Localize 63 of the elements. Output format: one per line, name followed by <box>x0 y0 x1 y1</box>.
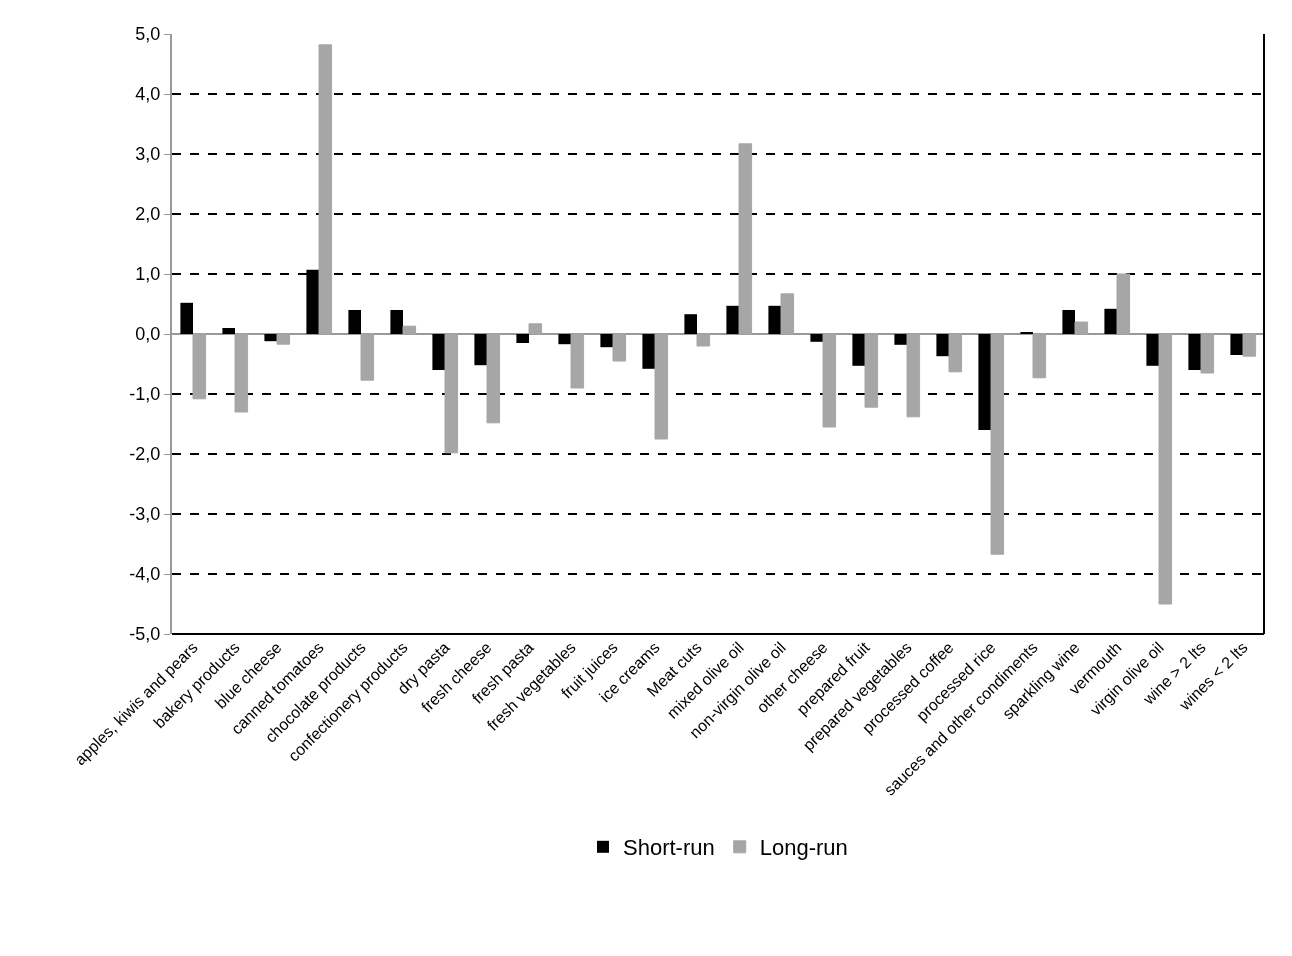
bar <box>402 325 417 335</box>
y-tick-label: 0,0 <box>135 324 161 345</box>
bar <box>726 305 739 334</box>
bar <box>516 334 529 343</box>
bar <box>444 333 459 454</box>
bar <box>1032 333 1047 379</box>
bar <box>948 333 963 373</box>
bar <box>276 333 291 345</box>
bar <box>1242 333 1257 357</box>
bar <box>180 302 193 334</box>
bar <box>318 44 333 335</box>
bar <box>768 305 781 334</box>
bar <box>852 334 865 366</box>
bar <box>1188 334 1201 370</box>
bar <box>864 333 879 408</box>
bar <box>486 333 501 424</box>
bar <box>348 310 361 334</box>
y-tick-label: 5,0 <box>135 24 161 45</box>
bar <box>642 334 655 369</box>
legend-label: Long-run <box>759 835 848 861</box>
bar <box>432 334 445 370</box>
y-tick-label: -2,0 <box>129 444 161 465</box>
bar <box>1104 308 1117 334</box>
y-tick-label: -4,0 <box>129 564 161 585</box>
bar <box>810 334 823 342</box>
bar <box>390 310 403 334</box>
bar <box>654 333 669 440</box>
bar <box>1230 334 1243 355</box>
y-tick-label: 4,0 <box>135 84 161 105</box>
bar <box>264 334 277 342</box>
bar <box>1158 333 1173 605</box>
bar <box>1074 321 1089 335</box>
y-tick-label: -3,0 <box>129 504 161 525</box>
bar <box>528 323 543 335</box>
bar <box>558 334 571 345</box>
bar <box>906 333 921 418</box>
bar <box>978 334 991 430</box>
bar <box>1200 333 1215 374</box>
bar <box>696 333 711 347</box>
bar <box>600 334 613 348</box>
y-tick-label: 1,0 <box>135 264 161 285</box>
y-tick-label: -1,0 <box>129 384 161 405</box>
y-tick-label: 3,0 <box>135 144 161 165</box>
bar <box>738 143 753 335</box>
bar <box>474 334 487 366</box>
bar <box>222 328 235 334</box>
bar <box>1116 273 1131 335</box>
bar <box>936 334 949 357</box>
y-tick-label: 2,0 <box>135 204 161 225</box>
bar <box>192 333 207 400</box>
y-tick-label: -5,0 <box>129 624 161 645</box>
bar <box>990 333 1005 555</box>
bar <box>1062 310 1075 334</box>
bar <box>822 333 837 428</box>
bar <box>612 333 627 362</box>
bar <box>570 333 585 389</box>
bar <box>360 333 375 381</box>
bar <box>684 314 697 334</box>
bar <box>1146 334 1159 366</box>
bar <box>894 334 907 345</box>
bar <box>234 333 249 413</box>
bar <box>780 293 795 335</box>
legend-label: Short-run <box>623 835 715 861</box>
